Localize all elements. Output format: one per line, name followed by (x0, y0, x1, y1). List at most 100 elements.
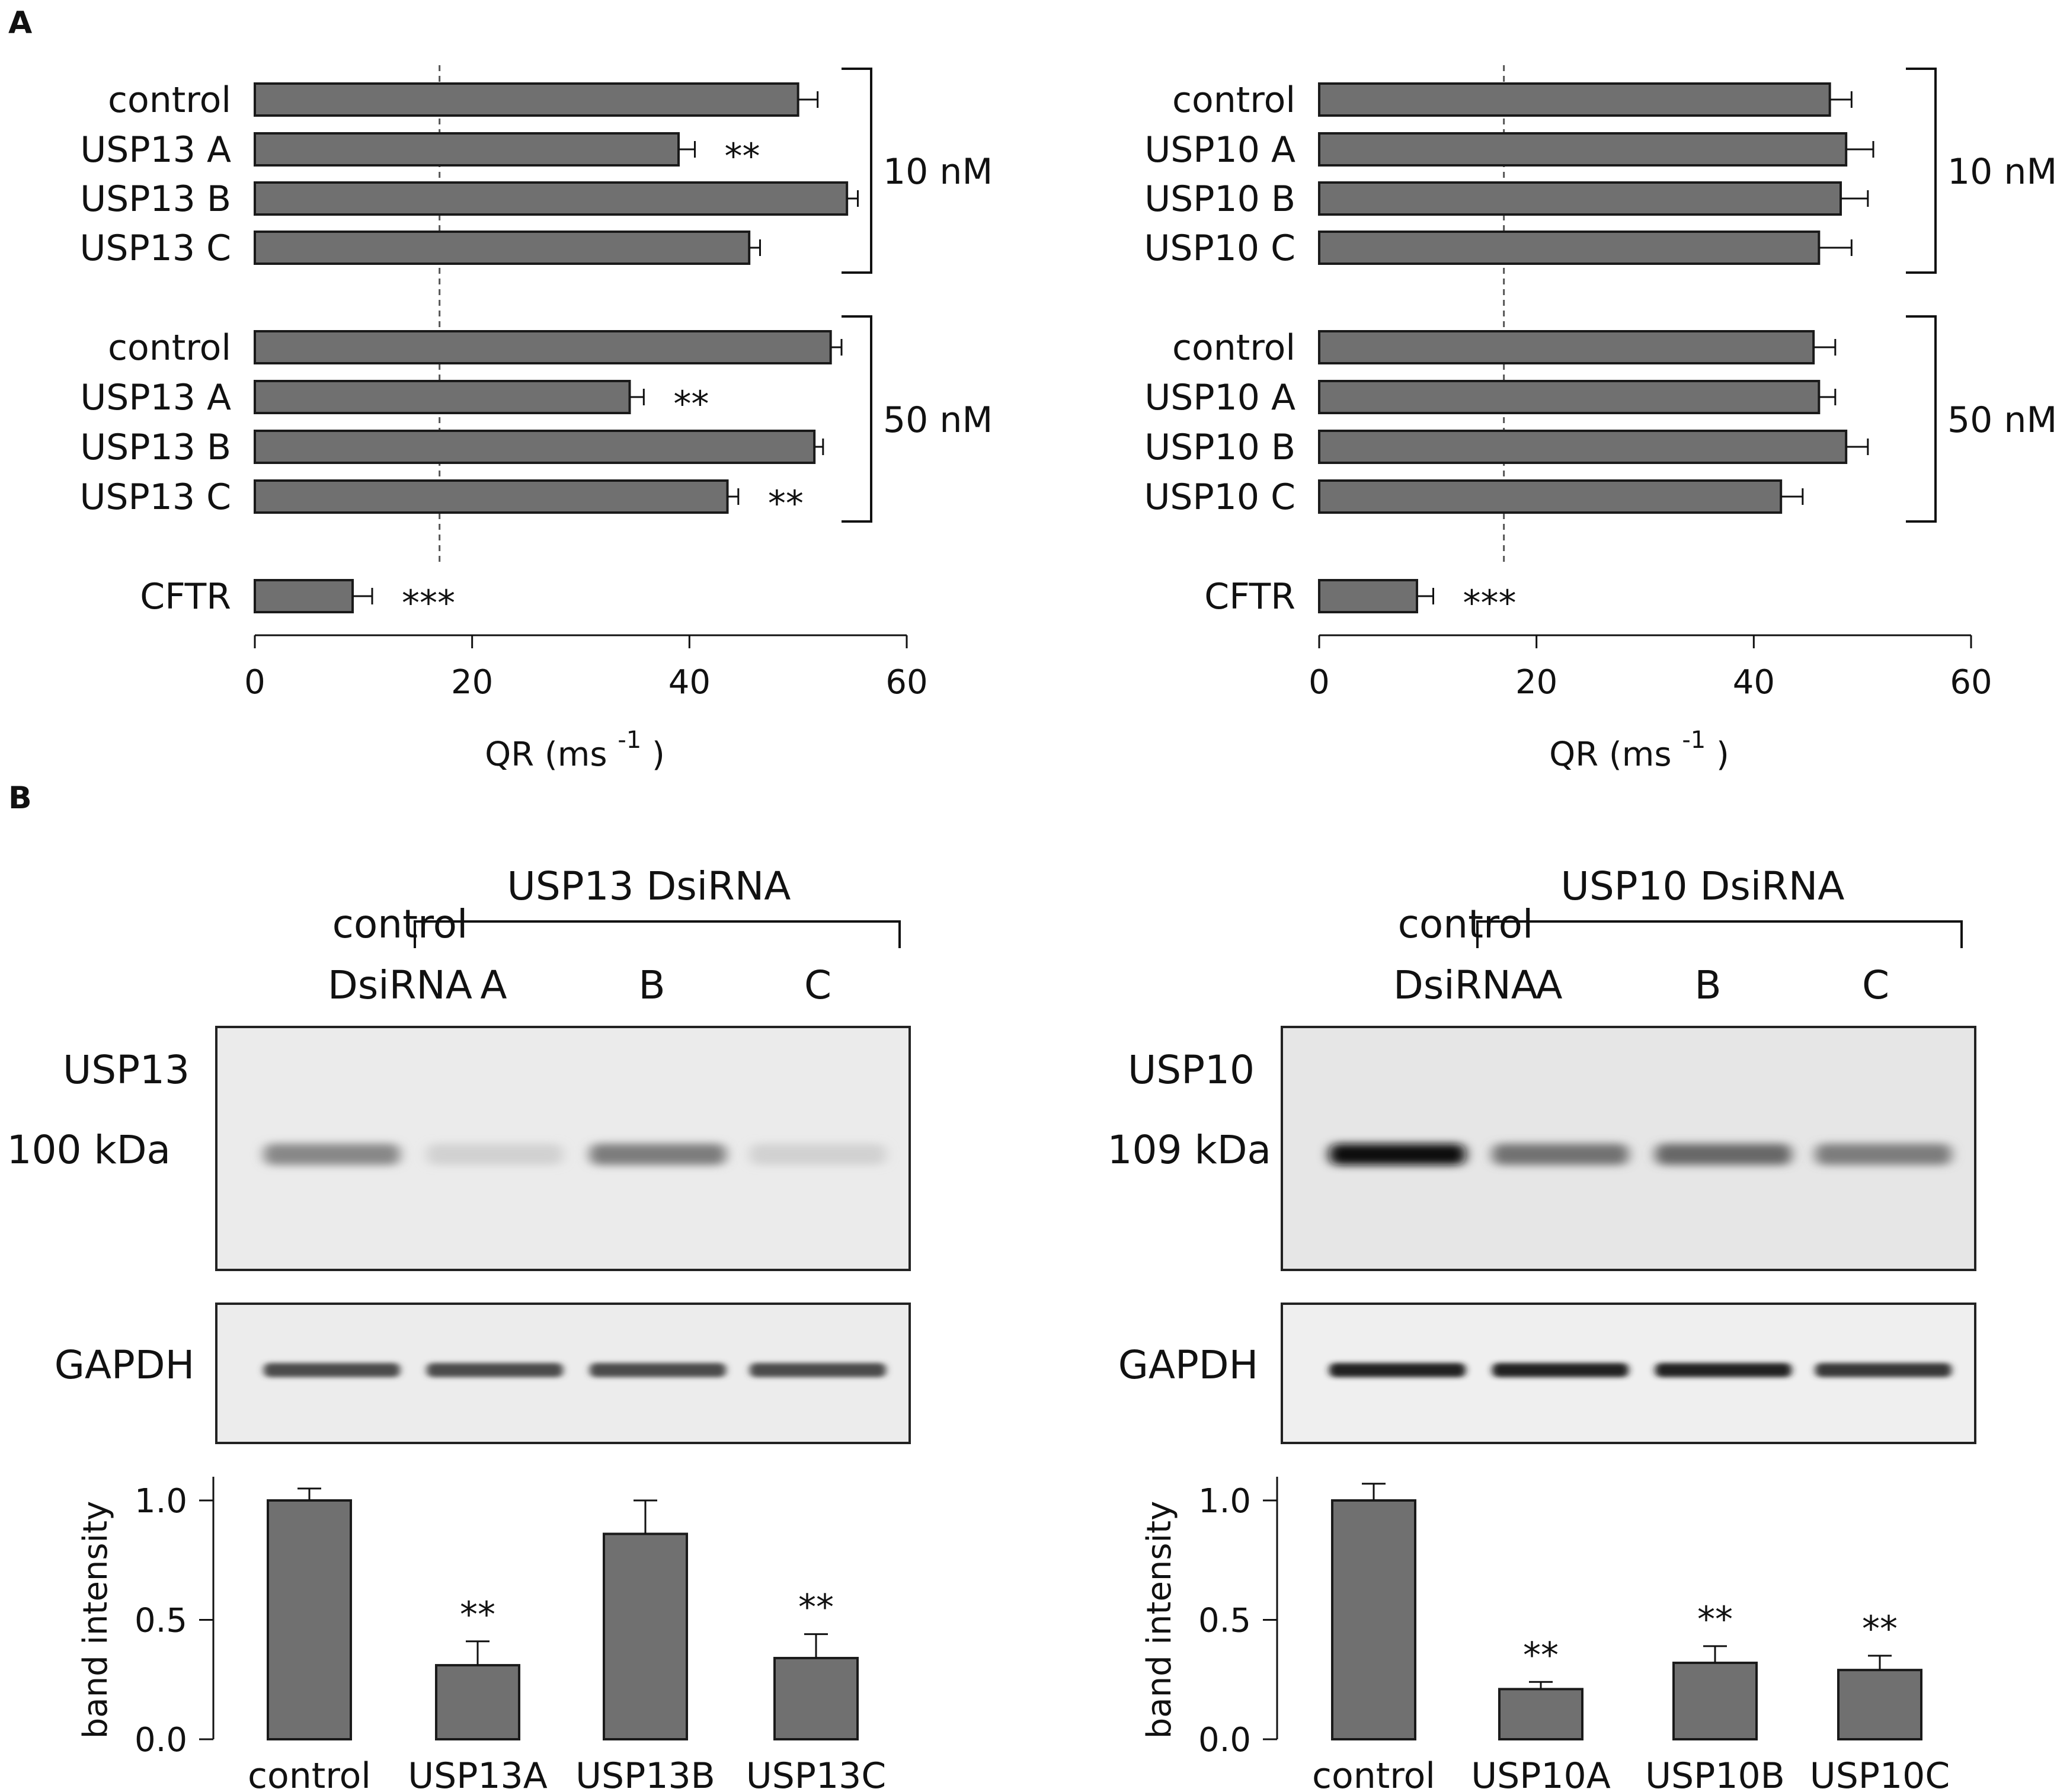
concentration-label: 50 nM (883, 399, 993, 441)
control-dsirna-label: DsiRNA (1393, 962, 1538, 1008)
bar-label: USP13 A (80, 377, 231, 418)
dsirna-bracket (414, 920, 901, 948)
bar-label: USP10 C (1144, 476, 1296, 518)
concentration-bracket (1906, 315, 1937, 523)
bar (254, 231, 751, 265)
y-axis-title: band intensity (76, 1501, 115, 1739)
y-tick-label: 0.0 (1198, 1721, 1251, 1759)
concentration-bracket (842, 68, 872, 274)
significance-stars: ** (798, 1587, 834, 1628)
bar (1331, 1499, 1416, 1740)
band-intensity-chart-usp10: 0.0 0.5 1.0 band intensity control ** USP10A **… (1140, 1477, 1950, 1792)
protein-label: USP13 (63, 1047, 190, 1093)
protein-band (750, 1144, 886, 1165)
protein-band (427, 1144, 563, 1165)
bar (1318, 181, 1842, 216)
gapdh-band (590, 1363, 726, 1377)
bar (1318, 479, 1783, 514)
control-label: control (332, 901, 468, 947)
panel-label-b: B (8, 780, 32, 816)
bar-label: USP13 A (80, 129, 231, 171)
bar (1318, 430, 1848, 464)
bar (1318, 132, 1848, 167)
category-label: USP13B (575, 1755, 715, 1792)
protein-band (264, 1144, 400, 1165)
lane-label: C (804, 962, 831, 1008)
gapdh-band (1492, 1363, 1629, 1377)
bar (1318, 579, 1418, 613)
significance-stars: ** (460, 1594, 495, 1636)
concentration-label: 10 nM (883, 151, 993, 193)
bar (254, 181, 849, 216)
bar-label: USP10 A (1144, 377, 1295, 418)
bar-label: USP13 C (80, 476, 232, 518)
gapdh-band (1655, 1363, 1792, 1377)
bar (254, 430, 816, 464)
category-label: USP10A (1471, 1755, 1611, 1792)
y-tick-label: 0.5 (135, 1602, 187, 1640)
gapdh-band (427, 1363, 563, 1377)
bar-label: USP10 C (1144, 228, 1296, 269)
x-tick-label: 40 (668, 663, 711, 702)
bar (1318, 231, 1821, 265)
concentration-bracket (1906, 68, 1937, 274)
protein-band (1815, 1144, 1952, 1165)
bar (773, 1656, 859, 1740)
significance-stars: ** (1697, 1599, 1733, 1640)
significance-stars: ** (725, 136, 760, 177)
western-blot-usp13: USP13 DsiRNA control DsiRNA A B C USP13 100 kDa… (7, 863, 911, 1444)
y-tick-label: 1.0 (135, 1482, 187, 1521)
protein-label: USP10 (1128, 1047, 1255, 1093)
gapdh-band (1329, 1363, 1466, 1377)
control-dsirna-label: DsiRNA (328, 962, 472, 1008)
bar-label: CFTR (140, 576, 231, 617)
lane-label: C (1862, 962, 1889, 1008)
lane-label: A (480, 962, 507, 1008)
concentration-label: 10 nM (1947, 151, 2057, 193)
bar (1318, 380, 1821, 414)
x-tick-label: 0 (244, 663, 265, 702)
dsirna-bracket (1476, 920, 1963, 948)
gapdh-band (750, 1363, 886, 1377)
x-tick-label: 40 (1733, 663, 1775, 702)
bar-label: CFTR (1204, 576, 1295, 617)
gapdh-band (1815, 1363, 1952, 1377)
bar-label: USP13 C (80, 228, 232, 269)
bar-label: USP13 B (80, 427, 231, 468)
protein-band (1492, 1144, 1629, 1165)
dsirna-header: USP13 DsiRNA (507, 863, 791, 909)
lane-label: B (638, 962, 665, 1008)
y-tick-label: 1.0 (1198, 1482, 1251, 1521)
bar (267, 1499, 352, 1740)
bar-label: control (1172, 327, 1295, 369)
loading-control-label: GAPDH (1118, 1342, 1259, 1388)
bar-label: USP10 B (1144, 178, 1295, 220)
loading-control-label: GAPDH (55, 1342, 195, 1388)
bar (1318, 330, 1815, 364)
mw-label: 109 kDa (1108, 1127, 1271, 1173)
concentration-label: 50 nM (1947, 399, 2057, 441)
significance-stars: *** (1463, 583, 1517, 624)
x-tick-label: 20 (1515, 663, 1557, 702)
lane-label: B (1694, 962, 1721, 1008)
significance-stars: ** (1862, 1608, 1898, 1650)
x-tick-label: 20 (451, 663, 493, 702)
gapdh-band (264, 1363, 400, 1377)
bar (435, 1664, 520, 1741)
significance-stars: ** (1523, 1634, 1559, 1676)
dsirna-header: USP10 DsiRNA (1561, 863, 1845, 909)
category-label: USP10C (1810, 1755, 1950, 1792)
control-label: control (1398, 901, 1534, 947)
protein-band (1655, 1144, 1792, 1165)
bar-label: control (108, 79, 231, 121)
significance-stars: ** (673, 383, 709, 425)
lane-label: A (1535, 962, 1562, 1008)
significance-stars: *** (402, 583, 455, 624)
qr-chart-usp13: control USP13 A ** USP13 B USP13 C 10 nM contr… (80, 65, 993, 774)
category-label: USP13C (746, 1755, 886, 1792)
bar (254, 479, 729, 514)
bar (254, 132, 680, 167)
bar (254, 330, 832, 364)
bar-label: USP10 B (1144, 427, 1295, 468)
